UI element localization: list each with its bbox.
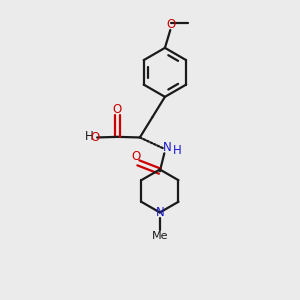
Text: O: O <box>113 103 122 116</box>
Text: N: N <box>155 206 164 219</box>
Text: H: H <box>172 144 181 157</box>
Text: N: N <box>163 141 172 154</box>
Text: O: O <box>167 18 176 32</box>
Text: O: O <box>90 131 99 144</box>
Text: O: O <box>132 150 141 164</box>
Text: H: H <box>85 130 94 143</box>
Text: Me: Me <box>152 231 168 241</box>
